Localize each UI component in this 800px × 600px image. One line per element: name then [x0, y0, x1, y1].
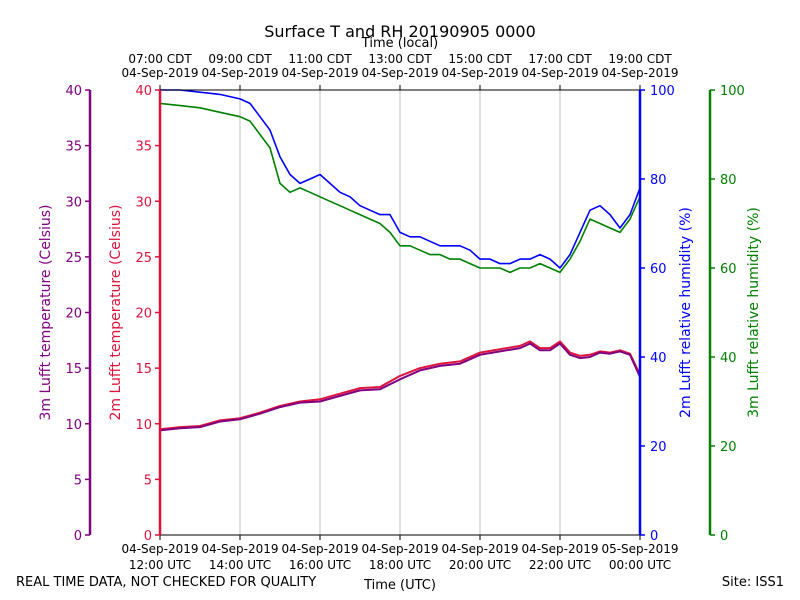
temp-2m-axis-tick-label: 30	[135, 195, 152, 210]
chart-title: Surface T and RH 20190905 0000	[264, 22, 536, 41]
temp-3m-axis-tick-label: 25	[65, 251, 82, 266]
temp-2m-axis-label: 2m Lufft temperature (Celsius)	[108, 204, 124, 420]
series-layer	[159, 89, 641, 432]
rh-3m-axis-tick-label: 60	[720, 262, 737, 277]
top-tick-time: 07:00 CDT	[128, 52, 192, 66]
bottom-tick-date: 04-Sep-2019	[281, 542, 358, 556]
bottom-tick-date: 04-Sep-2019	[521, 542, 598, 556]
bottom-tick-date: 05-Sep-2019	[601, 542, 678, 556]
bottom-tick-time: 14:00 UTC	[209, 558, 271, 572]
rh-3m-axis-label: 3m Lufft relative humidity (%)	[746, 207, 762, 418]
bottom-tick-time: 22:00 UTC	[529, 558, 591, 572]
rh-2m-axis-tick-label: 40	[650, 351, 667, 366]
bottom-tick-time: 00:00 UTC	[609, 558, 671, 572]
bottom-tick-time: 12:00 UTC	[129, 558, 191, 572]
series-line-3m-rh	[159, 102, 641, 274]
rh-3m-axis-tick-label: 100	[720, 84, 745, 99]
bottom-tick-time: 20:00 UTC	[449, 558, 511, 572]
axes-layer	[85, 85, 715, 540]
temp-3m-axis-tick-label: 10	[65, 418, 82, 433]
top-tick-time: 15:00 CDT	[448, 52, 512, 66]
rh-2m-axis-tick-label: 0	[650, 529, 658, 544]
temp-2m-axis-tick-label: 25	[135, 251, 152, 266]
rh-2m-axis-tick-label: 80	[650, 173, 667, 188]
temp-2m-axis-tick-label: 10	[135, 418, 152, 433]
site-label: Site: ISS1	[721, 575, 784, 590]
temp-2m-axis-tick-label: 15	[135, 362, 152, 377]
x-axis-label: Time (UTC)	[363, 578, 436, 593]
bottom-tick-time: 16:00 UTC	[289, 558, 351, 572]
series-line-3m-temperature	[159, 342, 641, 432]
grid-lines	[239, 90, 561, 535]
temp-3m-axis-tick-label: 30	[65, 195, 82, 210]
series-line-2m-rh	[160, 89, 641, 269]
top-tick-date: 04-Sep-2019	[121, 66, 198, 80]
rh-2m-axis-tick-label: 20	[650, 440, 667, 455]
rh-3m-axis-tick-label: 20	[720, 440, 737, 455]
top-tick-time: 11:00 CDT	[288, 52, 352, 66]
temp-2m-axis-tick-label: 20	[135, 307, 152, 322]
temp-2m-axis-tick-label: 40	[135, 84, 152, 99]
top-tick-date: 04-Sep-2019	[281, 66, 358, 80]
top-tick-time: 17:00 CDT	[528, 52, 592, 66]
temp-2m-axis-tick-label: 0	[144, 529, 152, 544]
rh-2m-axis-tick-label: 60	[650, 262, 667, 277]
rh-3m-axis-tick-label: 80	[720, 173, 737, 188]
rh-2m-axis-tick-label: 100	[650, 84, 675, 99]
temp-3m-axis-tick-label: 0	[74, 529, 82, 544]
temp-3m-axis-tick-label: 40	[65, 84, 82, 99]
top-tick-date: 04-Sep-2019	[601, 66, 678, 80]
top-tick-time: 19:00 CDT	[608, 52, 672, 66]
bottom-tick-date: 04-Sep-2019	[361, 542, 438, 556]
rh-2m-axis-label: 2m Lufft relative humidity (%)	[678, 207, 694, 418]
temp-2m-axis-tick-label: 5	[144, 473, 152, 488]
top-tick-date: 04-Sep-2019	[361, 66, 438, 80]
bottom-tick-time: 18:00 UTC	[369, 558, 431, 572]
temp-3m-axis-tick-label: 5	[74, 473, 82, 488]
top-tick-date: 04-Sep-2019	[441, 66, 518, 80]
temp-2m-axis-tick-label: 35	[135, 140, 152, 155]
temp-3m-axis-tick-label: 20	[65, 307, 82, 322]
rh-3m-axis-tick-label: 40	[720, 351, 737, 366]
bottom-tick-date: 04-Sep-2019	[441, 542, 518, 556]
top-tick-date: 04-Sep-2019	[521, 66, 598, 80]
temp-3m-axis-tick-label: 15	[65, 362, 82, 377]
series-line-2m-temperature	[159, 340, 641, 431]
rh-3m-axis-tick-label: 0	[720, 529, 728, 544]
bottom-tick-date: 04-Sep-2019	[121, 542, 198, 556]
temp-3m-axis-label: 3m Lufft temperature (Celsius)	[38, 204, 54, 420]
quality-disclaimer: REAL TIME DATA, NOT CHECKED FOR QUALITY	[16, 575, 317, 590]
top-tick-date: 04-Sep-2019	[201, 66, 278, 80]
temp-3m-axis-tick-label: 35	[65, 140, 82, 155]
top-tick-time: 13:00 CDT	[368, 52, 432, 66]
top-tick-time: 09:00 CDT	[208, 52, 272, 66]
top-axis-label: Time (local)	[361, 36, 438, 51]
bottom-tick-date: 04-Sep-2019	[201, 542, 278, 556]
